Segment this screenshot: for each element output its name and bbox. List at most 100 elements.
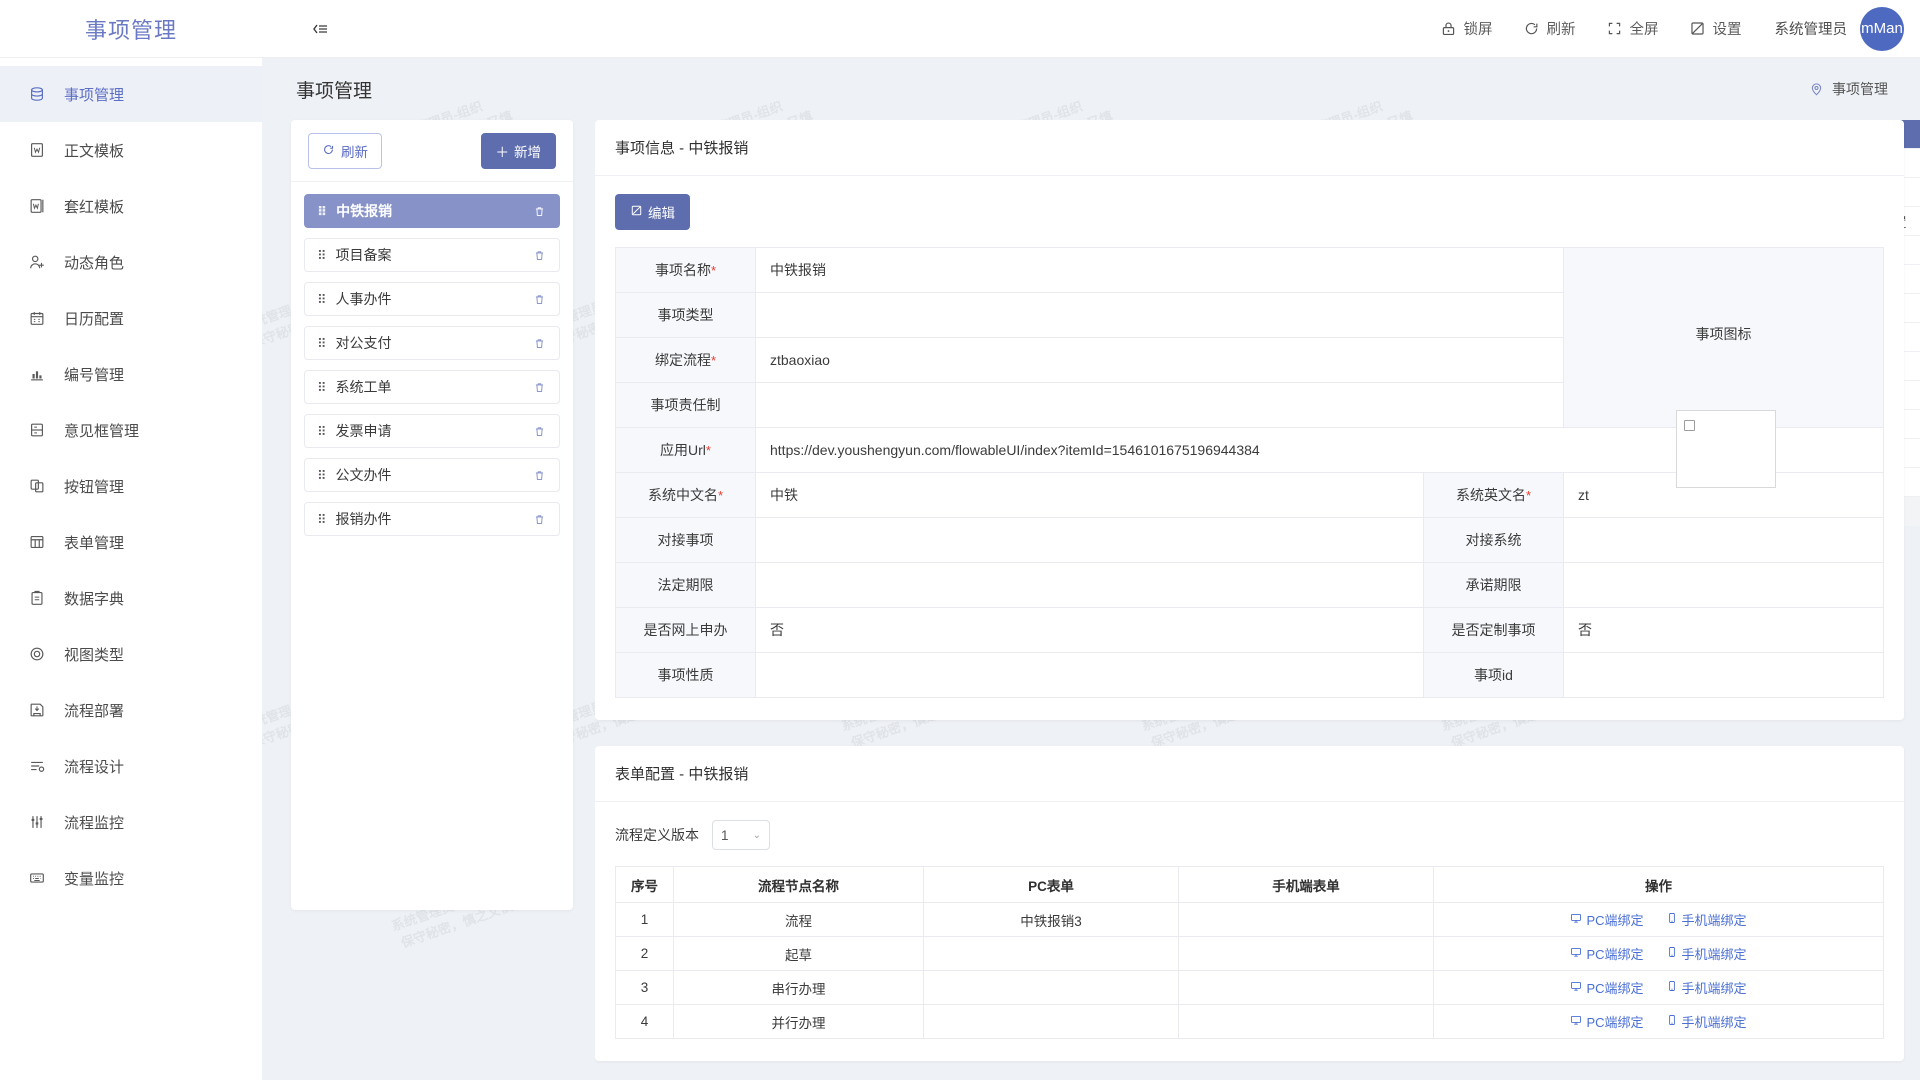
mobile-bind-button[interactable]: 手机端绑定 [1666, 944, 1747, 963]
list-item[interactable]: ⠿ 公文办件 [304, 458, 560, 492]
avatar[interactable]: mMan [1860, 6, 1904, 51]
cell-pc-form: 中铁报销3 [923, 902, 1179, 937]
required-marker: * [710, 353, 717, 368]
app-header: 事项管理 锁屏 刷新 [0, 0, 1920, 58]
list-item[interactable]: ⠿ 中铁报销 [304, 194, 560, 228]
trash-icon[interactable] [533, 337, 546, 350]
form-config-title: 表单配置 - 中铁报销 [595, 746, 1904, 802]
sidebar-item-anniuguanli[interactable]: 按钮管理 [0, 458, 262, 514]
refresh-button[interactable]: 刷新 [1508, 9, 1591, 49]
user-name: 系统管理员 [1774, 22, 1848, 38]
brand-title: 事项管理 [84, 17, 177, 43]
grid-icon: ⠿ [317, 423, 327, 439]
field-value: 否 [1563, 607, 1884, 653]
cell-pc-form [923, 1004, 1179, 1039]
sliders-icon [26, 811, 48, 833]
sidebar-item-liuchengjiankong[interactable]: 流程监控 [0, 794, 262, 850]
trash-icon[interactable] [533, 425, 546, 438]
field-value: 中铁报销 [755, 247, 1564, 293]
grid-icon: ⠿ [317, 291, 327, 307]
fullscreen-button[interactable]: 全屏 [1591, 9, 1674, 49]
sidebar-item-label: 流程监控 [64, 814, 125, 832]
sidebar-item-shujuzidian[interactable]: 数据字典 [0, 570, 262, 626]
sidebar-item-liuchengsheji[interactable]: 流程设计 [0, 738, 262, 794]
settings-button[interactable]: 设置 [1674, 9, 1757, 49]
list-item[interactable]: ⠿ 人事办件 [304, 282, 560, 316]
trash-icon[interactable] [533, 205, 546, 218]
edit-button[interactable]: 编辑 [615, 194, 690, 230]
refresh-icon [1523, 20, 1540, 37]
version-label: 流程定义版本 [615, 827, 699, 843]
mobile-bind-button[interactable]: 手机端绑定 [1666, 910, 1747, 929]
label-text: 绑定流程 [654, 352, 711, 368]
list-item[interactable]: ⠿ 发票申请 [304, 414, 560, 448]
item-list: ⠿ 中铁报销 ⠿ 项目备 [291, 182, 573, 910]
sidebar-item-dongtaijuese[interactable]: 动态角色 [0, 234, 262, 290]
pc-bind-button[interactable]: PC端绑定 [1570, 1012, 1644, 1031]
list-item-label: 项目备案 [335, 247, 392, 263]
collapse-menu-icon[interactable] [298, 7, 342, 51]
mobile-bind-label: 手机端绑定 [1681, 981, 1747, 996]
table-row: 事项性质 事项id [615, 652, 1884, 698]
col-header-no: 序号 [615, 866, 674, 903]
list-refresh-button[interactable]: 刷新 [308, 132, 382, 169]
list-item-left: ⠿ 公文办件 [317, 465, 392, 485]
field-label: 是否网上申办 [615, 607, 756, 653]
sidebar-item-zhengwenmuban[interactable]: 正文模板 [0, 122, 262, 178]
sidebar-item-taohongmuban[interactable]: 套红模板 [0, 178, 262, 234]
sidebar-item-biaodanguanli[interactable]: 表单管理 [0, 514, 262, 570]
field-value [755, 517, 1424, 563]
pc-bind-button[interactable]: PC端绑定 [1570, 978, 1644, 997]
list-item-left: ⠿ 发票申请 [317, 421, 392, 441]
sidebar-item-shituleixing[interactable]: 视图类型 [0, 626, 262, 682]
list-item[interactable]: ⠿ 对公支付 [304, 326, 560, 360]
broken-image-placeholder [1676, 410, 1776, 493]
table-row: 2 起草 PC端绑定 [615, 936, 1884, 971]
target-icon [26, 643, 48, 665]
sidebar-item-bianhaoguanli[interactable]: 编号管理 [0, 346, 262, 402]
sidebar-item-yijiankuangguanli[interactable]: 意见框管理 [0, 402, 262, 458]
sidebar-item-liuchengbushu[interactable]: 流程部署 [0, 682, 262, 738]
add-item-button[interactable]: ＋ 新增 [480, 132, 556, 169]
mobile-bind-button[interactable]: 手机端绑定 [1666, 978, 1747, 997]
add-item-label: 新增 [514, 144, 541, 160]
monitor-icon [1570, 946, 1582, 961]
trash-icon[interactable] [533, 293, 546, 306]
database-icon [26, 83, 48, 105]
mobile-bind-button[interactable]: 手机端绑定 [1666, 1012, 1747, 1031]
field-label: 对接事项 [615, 517, 756, 563]
edit-icon [630, 204, 643, 220]
field-label: 事项id [1423, 652, 1564, 698]
required-marker: * [705, 443, 711, 458]
edit-row: 编辑 [615, 194, 1884, 230]
list-item[interactable]: ⠿ 报销办件 [304, 502, 560, 536]
list-item-left: ⠿ 项目备案 [317, 245, 392, 265]
cell-ops: PC端绑定 手机端绑定 [1433, 936, 1884, 971]
lock-screen-button[interactable]: 锁屏 [1425, 9, 1508, 49]
field-label: 应用Url* [615, 427, 756, 473]
field-label: 事项性质 [615, 652, 756, 698]
keyboard-icon [26, 867, 48, 889]
version-select[interactable]: 1 ⌄ [712, 820, 770, 850]
list-item[interactable]: ⠿ 项目备案 [304, 238, 560, 272]
sidebar-item-label: 变量监控 [64, 870, 125, 888]
sidebar-item-shixiangguanli[interactable]: 事项管理 [0, 66, 262, 122]
ops-group: PC端绑定 手机端绑定 [1442, 944, 1875, 963]
settings-label: 设置 [1712, 22, 1742, 38]
list-refresh-label: 刷新 [341, 144, 368, 160]
sidebar-item-label: 日历配置 [64, 310, 125, 328]
trash-icon[interactable] [533, 381, 546, 394]
list-item[interactable]: ⠿ 系统工单 [304, 370, 560, 404]
trash-icon[interactable] [533, 513, 546, 526]
pc-bind-button[interactable]: PC端绑定 [1570, 910, 1644, 929]
trash-icon[interactable] [533, 249, 546, 262]
trash-icon[interactable] [533, 469, 546, 482]
pc-bind-button[interactable]: PC端绑定 [1570, 944, 1644, 963]
field-label: 绑定流程* [615, 337, 756, 383]
version-row: 流程定义版本 1 ⌄ [615, 820, 1884, 850]
refresh-icon [322, 143, 335, 159]
sidebar-item-bianliangjiankong[interactable]: 变量监控 [0, 850, 262, 906]
field-value [755, 382, 1564, 428]
content-header: 事项管理 事项管理 [262, 58, 1920, 120]
sidebar-item-rilipeizhi[interactable]: 日历配置 [0, 290, 262, 346]
